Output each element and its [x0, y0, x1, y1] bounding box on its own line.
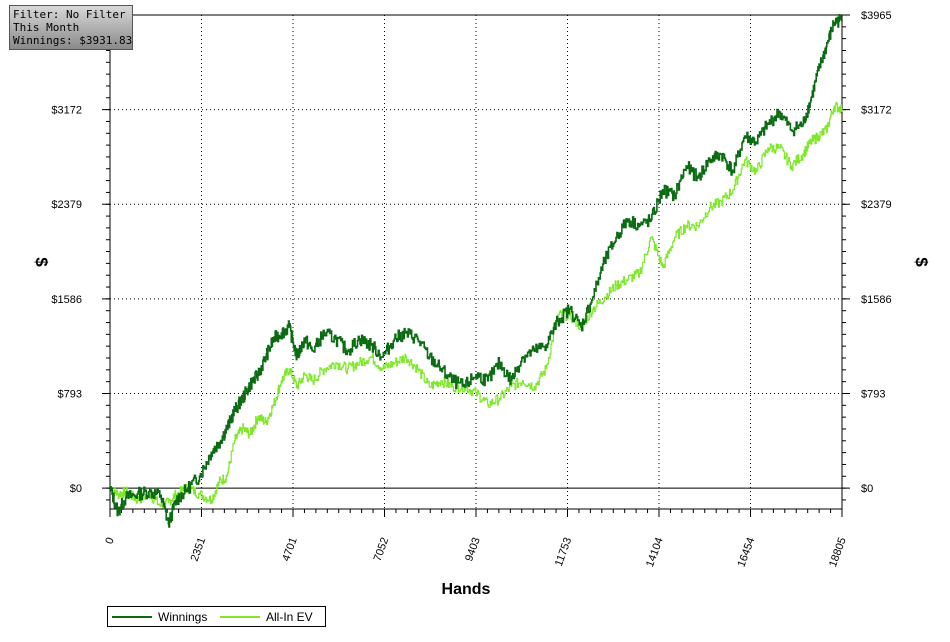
- x-tick-label: 14104: [644, 536, 666, 569]
- x-tick-label: 4701: [280, 536, 300, 563]
- series-line-allin-ev: [110, 102, 843, 509]
- y-right-tick-label: $3172: [861, 105, 892, 117]
- filter-info-panel: Filter: No Filter This Month Winnings: $…: [9, 5, 133, 50]
- legend-label-winnings: Winnings: [158, 610, 208, 624]
- y-right-tick-label: $2379: [861, 199, 892, 211]
- x-tick-label: 11753: [553, 536, 574, 568]
- series-line-winnings: [109, 14, 843, 528]
- legend-item-winnings: Winnings: [112, 610, 207, 624]
- legend-item-allin-ev: All-In EV: [220, 610, 313, 624]
- x-tick-label: 18805: [827, 536, 849, 569]
- y-axis-title-right: $: [912, 257, 931, 267]
- legend-label-allin-ev: All-In EV: [266, 610, 313, 624]
- x-tick-label: 9403: [463, 536, 483, 563]
- legend-swatch-winnings: [112, 616, 152, 618]
- y-left-tick-label: $2379: [51, 199, 82, 211]
- y-right-tick-label: $1586: [861, 294, 892, 306]
- x-tick-label: 7052: [372, 536, 392, 563]
- y-right-tick-label: $0: [861, 483, 873, 495]
- y-left-tick-label: $793: [58, 388, 82, 400]
- winnings-total-label: Winnings: $3931.83: [13, 34, 133, 47]
- x-tick-label: 0: [103, 536, 116, 546]
- x-tick-label: 16454: [736, 536, 758, 569]
- y-right-tick-label: $3965: [861, 10, 892, 22]
- period-label: This Month: [13, 21, 80, 34]
- y-right-tick-label: $793: [861, 388, 885, 400]
- x-axis-title: Hands: [442, 581, 491, 598]
- plot-area: [109, 14, 843, 510]
- y-left-tick-label: $1586: [51, 294, 82, 306]
- filter-label: Filter: No Filter: [13, 8, 126, 21]
- chart-legend: Winnings All-In EV: [107, 606, 326, 627]
- y-left-tick-label: $3172: [51, 105, 82, 117]
- x-tick-label: 2351: [189, 536, 209, 563]
- y-axis-title-left: $: [32, 257, 51, 267]
- y-left-tick-label: $0: [70, 483, 82, 495]
- legend-swatch-allin-ev: [220, 616, 260, 618]
